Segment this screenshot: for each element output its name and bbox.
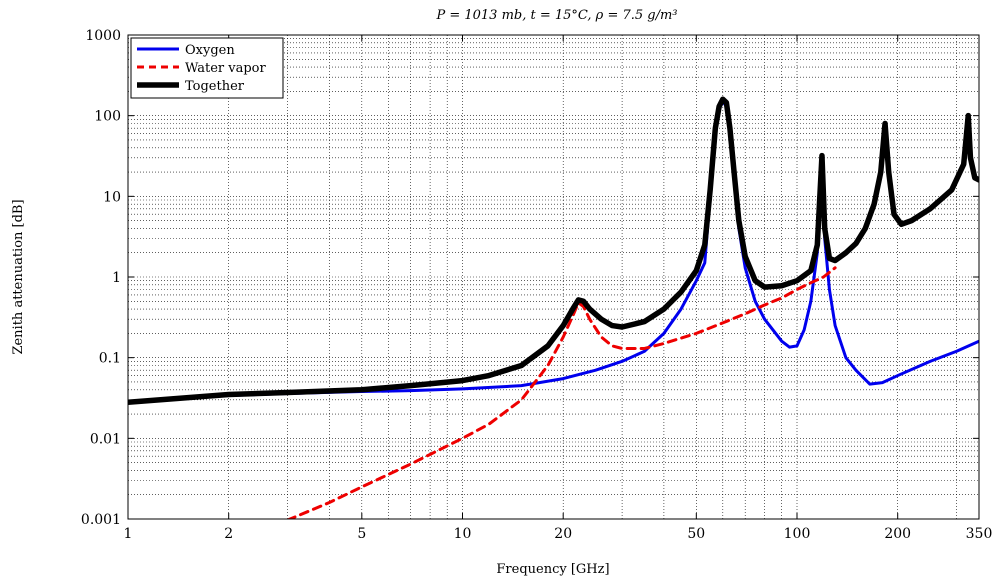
y-tick-label: 100 — [94, 109, 121, 125]
y-axis-label: Zenith attenuation [dB] — [11, 199, 26, 354]
y-tick-label: 0.01 — [90, 431, 121, 447]
x-tick-label: 5 — [357, 526, 366, 542]
x-tick-label: 350 — [966, 526, 993, 542]
y-tick-label: 10 — [103, 189, 121, 205]
axis-ticks: 1 2 5 10 20 50 100 200 350 0.001 0.01 0.1 1 10 100 1000 — [81, 28, 992, 542]
x-tick-label: 100 — [784, 526, 811, 542]
legend-label: Water vapor — [185, 61, 266, 76]
y-tick-label: 1 — [112, 270, 121, 286]
x-tick-label: 1 — [124, 526, 133, 542]
x-axis-label: Frequency [GHz] — [496, 562, 609, 577]
grid-lines — [128, 35, 979, 519]
legend-label: Oxygen — [185, 43, 235, 58]
x-tick-label: 10 — [454, 526, 472, 542]
legend-label: Together — [185, 79, 245, 94]
y-tick-label: 0.1 — [99, 351, 121, 367]
x-tick-label: 50 — [687, 526, 705, 542]
x-tick-label: 20 — [554, 526, 572, 542]
series-line-water-vapor — [286, 266, 837, 519]
chart-title: P = 1013 mb, t = 15°C, ρ = 7.5 g/m³ — [435, 8, 677, 23]
y-tick-label: 1000 — [85, 28, 121, 44]
y-tick-label: 0.001 — [81, 512, 121, 528]
series-lines — [128, 96, 979, 519]
x-tick-label: 2 — [224, 526, 233, 542]
legend: Oxygen Water vapor Together — [130, 37, 284, 99]
x-tick-label: 200 — [884, 526, 911, 542]
series-line-together — [128, 96, 979, 406]
